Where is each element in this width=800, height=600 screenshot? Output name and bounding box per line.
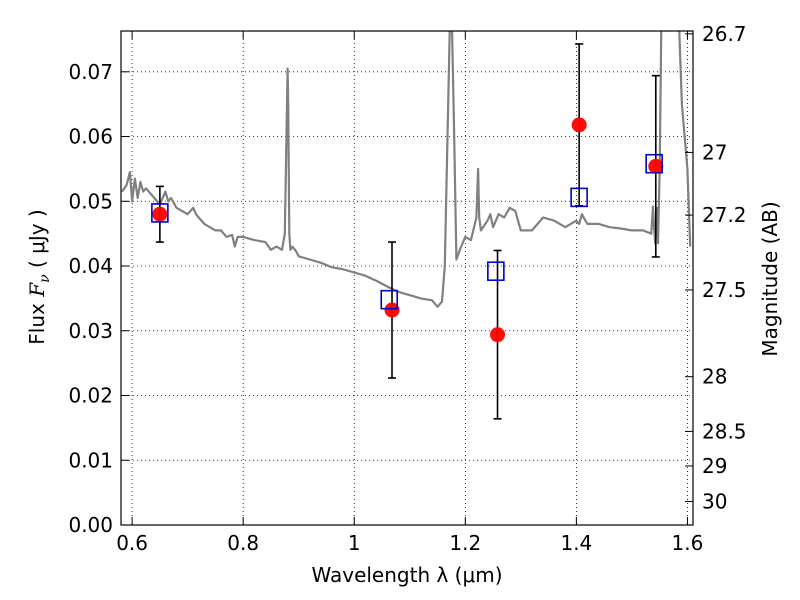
synthetic-point [151,203,169,223]
observed-point [490,327,506,343]
spectrum-layer [121,31,692,308]
y-tick-label: 0.00 [68,513,113,537]
y-axis-title-subscript: ν [37,274,53,283]
error-bars-layer [155,43,660,420]
magnitude-tick-label: 28 [702,365,727,389]
observed-point [648,158,664,174]
x-axis-title: Wavelength λ (μm) [311,563,502,587]
synthetic-point [487,261,505,282]
y-tick-label: 0.02 [68,384,113,408]
y-axis-title-symbol: F [25,282,49,298]
y-axis-title: Flux Fν ( μJy ) [25,209,53,344]
magnitude-tick-label: 30 [702,489,727,513]
synthetic-point [380,289,399,310]
magnitude-tick-label: 27.5 [702,278,747,302]
x-tick-label: 1.2 [449,531,481,555]
y-tick-label: 0.07 [68,60,113,84]
synthetic-point [570,187,588,208]
y-axis-title-unit: ( μJy ) [25,209,49,274]
x-axis: 0.6 0.8 1 1.2 1.4 1.6 [116,31,703,555]
y-tick-label: 0.04 [68,254,113,278]
y-axis-title-prefix: Flux [25,297,49,345]
y-tick-label: 0.05 [68,189,113,213]
spectrum-line [121,31,692,308]
y-tick-label: 0.01 [68,448,113,472]
x-tick-label: 0.6 [116,531,148,555]
synthetic-point [645,153,663,174]
x-tick-label: 1 [348,531,361,555]
magnitude-axis: 26.7 27 27.2 27.5 28 28.5 29 30 [685,22,747,513]
y-axis: 0.00 0.01 0.02 0.03 0.04 0.05 0.06 0.07 [68,60,129,537]
magnitude-tick-label: 28.5 [702,419,747,443]
magnitude-tick-label: 27.2 [702,203,747,227]
synthetic-points-layer [151,153,663,310]
grid [121,31,693,525]
observed-point [384,302,400,318]
x-tick-label: 1.6 [672,531,704,555]
x-tick-label: 0.8 [227,531,259,555]
plot-frame [120,30,694,526]
x-tick-label: 1.4 [560,531,592,555]
y-tick-label: 0.03 [68,319,113,343]
magnitude-tick-label: 27 [702,140,727,164]
y-tick-label: 0.06 [68,125,113,149]
observed-points-layer [152,117,664,343]
magnitude-axis-title: Magnitude (AB) [758,201,782,356]
magnitude-tick-label: 29 [702,454,727,478]
observed-point [571,117,587,133]
magnitude-tick-label: 26.7 [702,22,747,46]
observed-point [152,206,168,222]
